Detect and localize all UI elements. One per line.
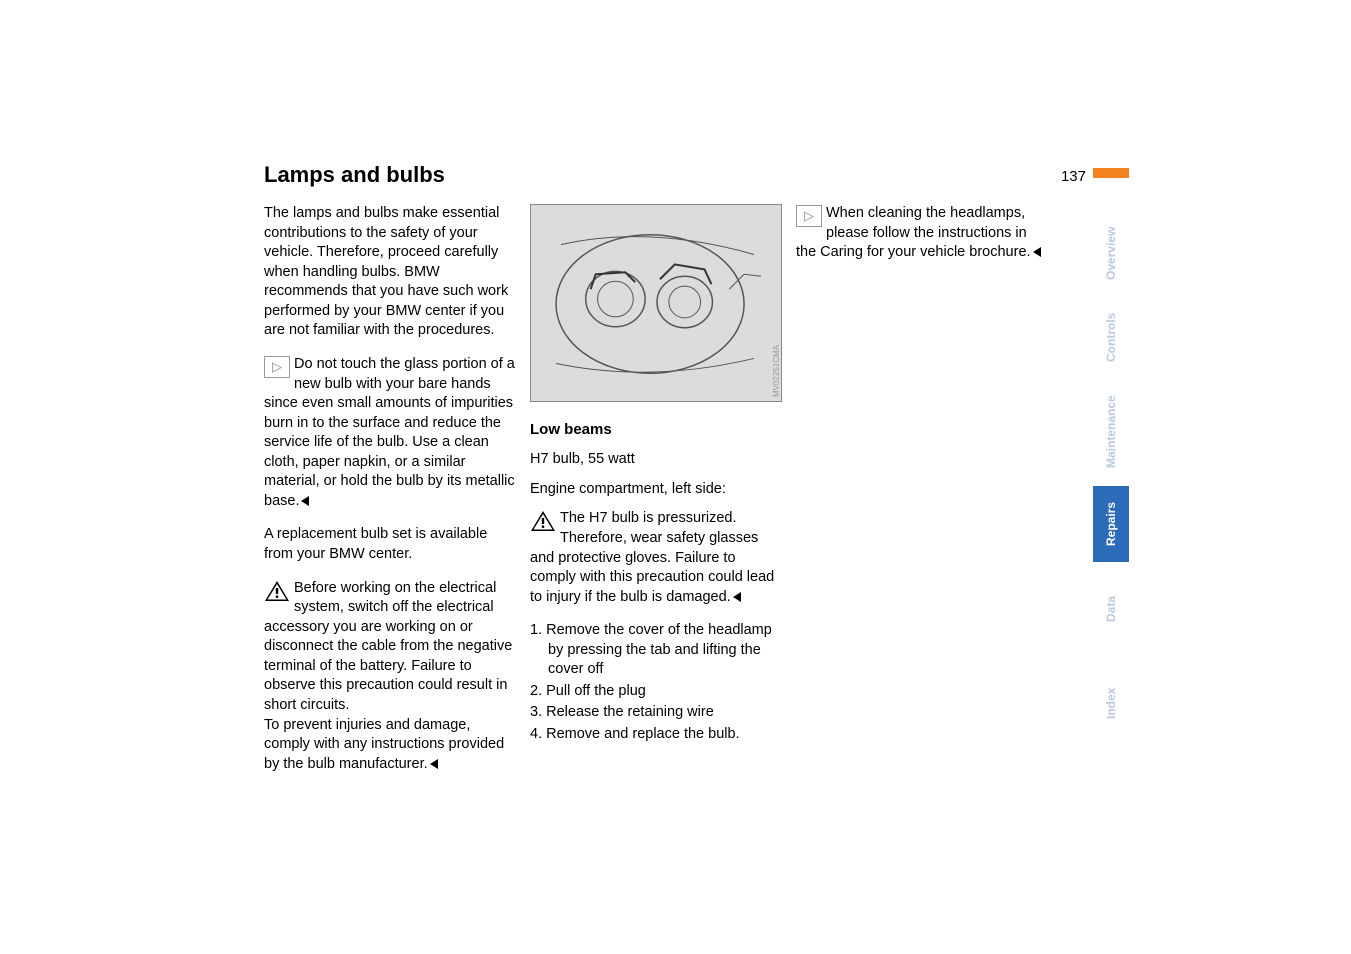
warning-electrical: Before working on the electrical system,… — [264, 579, 516, 775]
warning-icon — [264, 580, 290, 602]
step-2: 2. Pull off the plug — [530, 682, 782, 702]
warning-pressurized-text: The H7 bulb is pressurized. Therefore, w… — [530, 510, 774, 604]
column-3: ▷ When cleaning the headlamps, please fo… — [796, 204, 1048, 788]
image-code: MV02251CMA — [772, 345, 783, 397]
column-2: MV02251CMA Low beams H7 bulb, 55 watt En… — [530, 204, 782, 788]
note-cleaning: ▷ When cleaning the headlamps, please fo… — [796, 204, 1048, 263]
warning-pressurized: The H7 bulb is pressurized. Therefore, w… — [530, 509, 782, 607]
section-tabs: Overview Controls Maintenance Repairs Da… — [1093, 210, 1129, 750]
end-mark-icon — [430, 759, 438, 769]
note-text: Do not touch the glass portion of a new … — [264, 356, 515, 509]
tab-controls[interactable]: Controls — [1093, 296, 1129, 378]
note-do-not-touch: ▷ Do not touch the glass portion of a ne… — [264, 355, 516, 512]
end-mark-icon — [733, 592, 741, 602]
note-icon: ▷ — [264, 356, 290, 378]
location-text: Engine compartment, left side: — [530, 480, 782, 500]
page-number: 137 — [1061, 168, 1086, 185]
tab-index[interactable]: Index — [1093, 656, 1129, 750]
warning-text-a: Before working on the electrical system,… — [264, 580, 512, 713]
bulb-spec: H7 bulb, 55 watt — [530, 450, 782, 470]
tab-repairs[interactable]: Repairs — [1093, 486, 1129, 562]
step-1: 1. Remove the cover of the headlamp by p… — [530, 621, 782, 680]
step-3: 3. Release the retaining wire — [530, 703, 782, 723]
replacement-text: A replacement bulb set is available from… — [264, 525, 516, 564]
accent-bar — [1093, 168, 1129, 178]
headlamp-diagram: MV02251CMA — [530, 204, 782, 402]
warning-text-b: To prevent injuries and damage, comply w… — [264, 717, 504, 772]
tab-overview[interactable]: Overview — [1093, 210, 1129, 296]
step-4: 4. Remove and replace the bulb. — [530, 725, 782, 745]
note-cleaning-text: When cleaning the headlamps, please foll… — [796, 205, 1031, 260]
intro-text: The lamps and bulbs make essential contr… — [264, 204, 516, 341]
warning-icon — [530, 510, 556, 532]
page-title: Lamps and bulbs — [264, 162, 445, 188]
end-mark-icon — [1033, 247, 1041, 257]
content-columns: The lamps and bulbs make essential contr… — [264, 204, 1054, 788]
note-icon: ▷ — [796, 205, 822, 227]
column-1: The lamps and bulbs make essential contr… — [264, 204, 516, 788]
end-mark-icon — [301, 496, 309, 506]
tab-data[interactable]: Data — [1093, 562, 1129, 656]
steps-list: 1. Remove the cover of the headlamp by p… — [530, 621, 782, 744]
tab-maintenance[interactable]: Maintenance — [1093, 378, 1129, 486]
low-beams-heading: Low beams — [530, 420, 782, 440]
